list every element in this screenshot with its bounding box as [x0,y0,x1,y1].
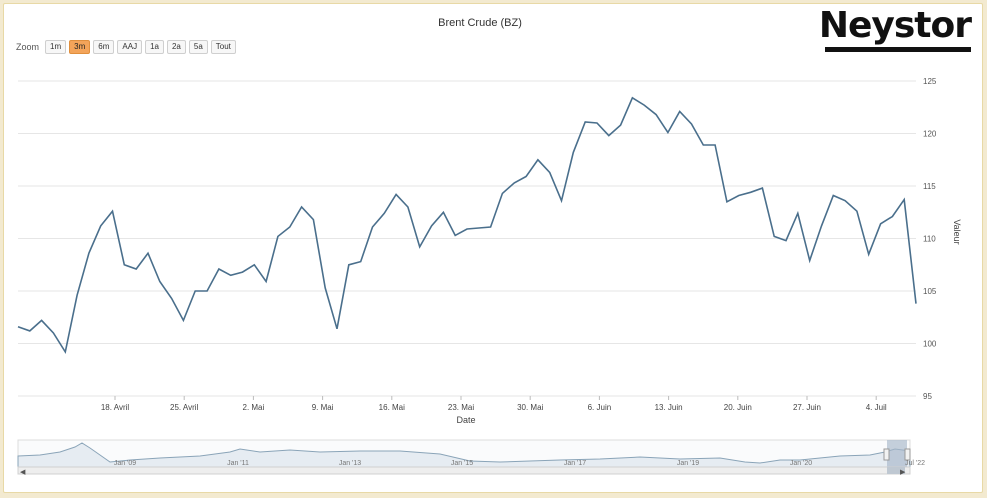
zoom-selector: Zoom 1m 3m 6m AAJ 1a 2a 5a Tout [16,40,236,54]
y-tick-label: 110 [923,235,936,244]
y-tick-label: 105 [923,287,937,296]
brand-logo: Neystor [818,5,972,46]
chart-title: Brent Crude (BZ) [438,17,522,29]
x-tick-label: 4. Juil [866,403,887,412]
zoom-button-ytd[interactable]: AAJ [117,40,143,54]
y-tick-label: 95 [923,392,932,401]
zoom-button-2y[interactable]: 2a [166,40,186,54]
navigator[interactable]: Jan '09 Jan '11 Jan '13 Jan '15 Jan '17 Jan '… [17,439,925,471]
y-axis-title: Valeur [952,219,962,244]
x-tick-label: 13. Juin [655,403,683,412]
scrollbar[interactable]: ◀ ▶ [17,466,911,476]
zoom-label: Zoom [16,42,40,52]
navigator-selection[interactable] [887,440,907,470]
navigator-label: Jul '22 [905,460,925,467]
x-tick-label: 18. Avril [101,403,130,412]
navigator-label: Jan '15 [451,460,473,467]
navigator-handle-left[interactable] [883,448,890,461]
y-tick-label: 100 [923,340,937,349]
zoom-button-5y[interactable]: 5a [188,40,208,54]
zoom-button-1y[interactable]: 1a [145,40,164,54]
navigator-label: Jan '17 [564,460,586,467]
scroll-left-arrow-icon[interactable]: ◀ [20,468,26,476]
scrollbar-thumb[interactable] [887,467,905,474]
x-tick-label: 9. Mai [312,403,334,412]
y-tick-label: 120 [923,130,937,139]
x-tick-label: 20. Juin [724,403,752,412]
zoom-button-6m[interactable]: 6m [93,40,115,54]
x-tick-label: 23. Mai [448,403,474,412]
zoom-button-3m[interactable]: 3m [69,40,91,54]
navigator-area [17,442,911,471]
x-tick-label: 27. Juin [793,403,821,412]
series-line [17,96,917,355]
logo-underline [825,47,971,52]
x-tick-label: 6. Juin [588,403,612,412]
x-axis-title: Date [456,415,475,425]
y-tick-label: 125 [923,77,937,86]
scrollbar-track[interactable] [17,466,911,475]
x-tick-label: 16. Mai [379,403,405,412]
x-tick-label: 25. Avril [170,403,199,412]
x-tick-label: 2. Mai [243,403,265,412]
navigator-label: Jan '11 [227,460,249,467]
navigator-label: Jan '19 [677,460,699,467]
y-tick-label: 115 [923,182,936,191]
zoom-button-all[interactable]: Tout [210,40,236,54]
navigator-handle-right[interactable] [904,448,911,461]
navigator-label: Jan '20 [790,460,812,467]
zoom-button-1m[interactable]: 1m [45,40,67,54]
navigator-label: Jan '09 [114,460,136,467]
scroll-right-arrow-icon[interactable]: ▶ [900,468,906,476]
x-tick-label: 30. Mai [517,403,543,412]
chart-panel [3,3,983,493]
navigator-label: Jan '13 [339,460,361,467]
